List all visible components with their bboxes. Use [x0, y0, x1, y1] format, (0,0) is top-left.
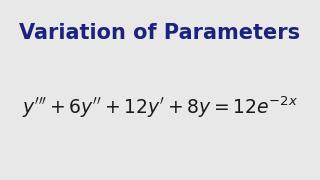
Text: Variation of Parameters: Variation of Parameters: [20, 23, 300, 43]
Text: $y''' + 6y'' + 12y' + 8y = 12e^{-2x}$: $y''' + 6y'' + 12y' + 8y = 12e^{-2x}$: [22, 95, 298, 120]
